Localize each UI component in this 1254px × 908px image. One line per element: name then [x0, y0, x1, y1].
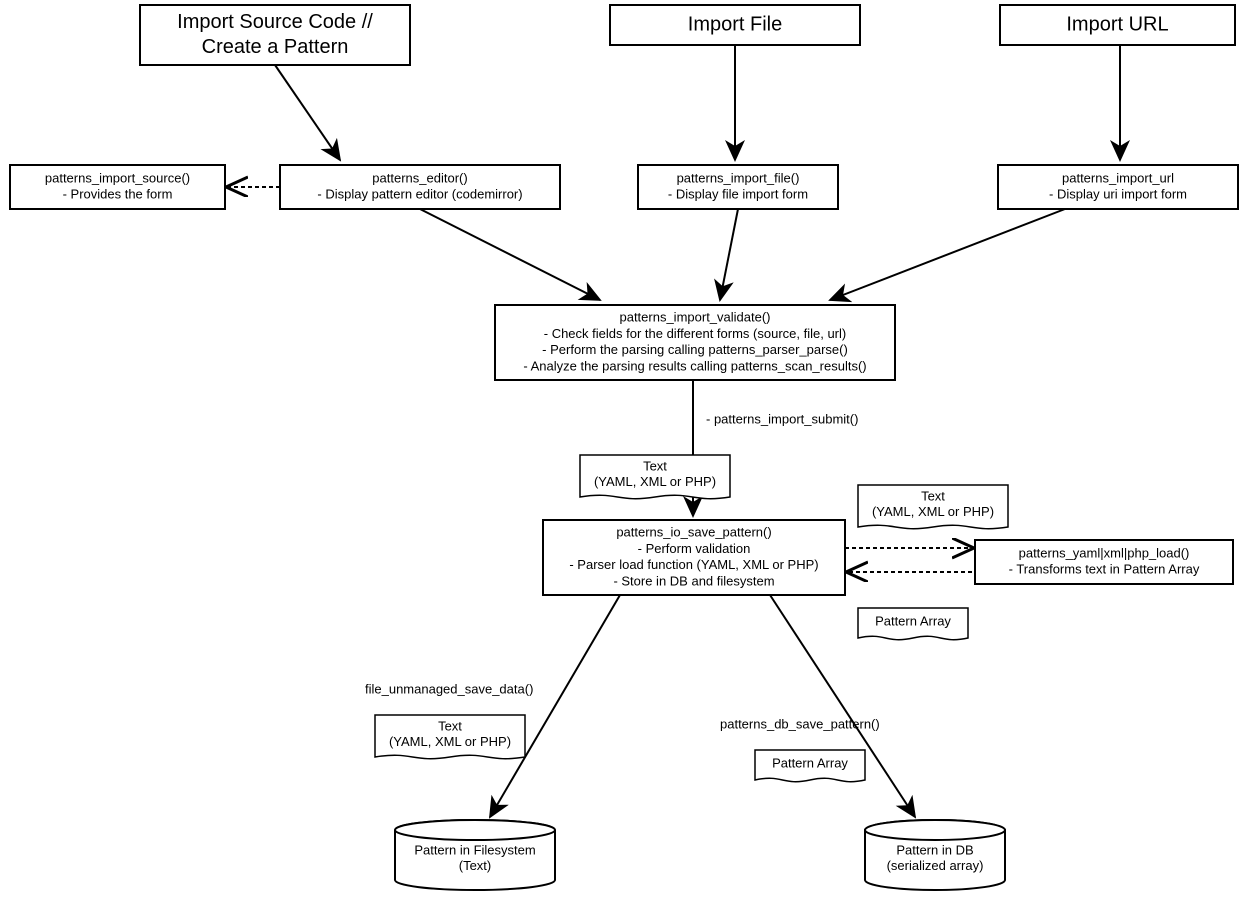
flow-edge [490, 595, 620, 817]
svg-text:Import File: Import File [688, 13, 782, 35]
edge-label: file_unmanaged_save_data() [365, 681, 533, 696]
node-n4: patterns_import_source() - Provides the f… [10, 165, 225, 209]
svg-text:(YAML, XML or PHP): (YAML, XML or PHP) [872, 504, 994, 519]
svg-text:patterns_import_file(): patterns_import_file() [677, 170, 800, 185]
node-n2: Import File [610, 5, 860, 45]
svg-text:- Transforms text in Pattern A: - Transforms text in Pattern Array [1009, 562, 1200, 577]
node-cyl1: Pattern in Filesystem(Text) [395, 820, 555, 890]
svg-text:Create a Pattern: Create a Pattern [202, 36, 349, 58]
svg-text:Text: Text [438, 719, 462, 734]
svg-text:patterns_import_url: patterns_import_url [1062, 170, 1174, 185]
svg-text:- Perform the parsing calling: - Perform the parsing calling patterns_p… [542, 342, 848, 357]
svg-text:- Parser load function (YAML,: - Parser load function (YAML, XML or PHP… [569, 557, 818, 572]
svg-text:Pattern Array: Pattern Array [875, 613, 951, 628]
svg-text:- Provides the form: - Provides the form [63, 187, 173, 202]
node-cyl2: Pattern in DB(serialized array) [865, 820, 1005, 890]
node-n5: patterns_editor() - Display pattern edito… [280, 165, 560, 209]
svg-text:- Display uri import form: - Display uri import form [1049, 187, 1187, 202]
flowchart-diagram: - patterns_import_submit() file_unmanaged… [0, 0, 1254, 908]
svg-text:patterns_io_save_pattern(): patterns_io_save_pattern() [616, 525, 771, 540]
svg-text:Pattern Array: Pattern Array [772, 755, 848, 770]
svg-text:(serialized array): (serialized array) [887, 858, 984, 873]
node-n1: Import Source Code // Create a Pattern [140, 5, 410, 65]
node-n3: Import URL [1000, 5, 1235, 45]
svg-text:Pattern in Filesystem: Pattern in Filesystem [414, 843, 535, 858]
svg-text:patterns_editor(): patterns_editor() [372, 170, 467, 185]
node-n7: patterns_import_url - Display uri import … [998, 165, 1238, 209]
svg-text:(YAML, XML or PHP): (YAML, XML or PHP) [389, 734, 511, 749]
svg-text:Import URL: Import URL [1066, 13, 1168, 35]
svg-text:Text: Text [643, 459, 667, 474]
edge-label: - patterns_import_submit() [706, 411, 858, 426]
svg-text:- Analyze the parsing results: - Analyze the parsing results calling pa… [523, 358, 866, 373]
flow-edge [720, 209, 738, 300]
svg-text:- Display file import form: - Display file import form [668, 187, 808, 202]
node-doc1: Text(YAML, XML or PHP) [580, 455, 730, 499]
svg-text:patterns_yaml|xml|php_load(): patterns_yaml|xml|php_load() [1019, 545, 1190, 560]
edge-label: patterns_db_save_pattern() [720, 716, 880, 731]
flow-edge [275, 65, 340, 160]
node-doc5: Pattern Array [755, 750, 865, 782]
flow-edge [830, 209, 1065, 300]
node-n6: patterns_import_file() - Display file imp… [638, 165, 838, 209]
flow-edge [420, 209, 600, 300]
node-doc4: Text(YAML, XML or PHP) [375, 715, 525, 759]
svg-text:- Check fields for the differe: - Check fields for the different forms (… [544, 326, 846, 341]
svg-text:patterns_import_source(): patterns_import_source() [45, 170, 190, 185]
node-n8: patterns_import_validate()- Check fields… [495, 305, 895, 380]
node-doc3: Pattern Array [858, 608, 968, 640]
svg-text:patterns_import_validate(): patterns_import_validate() [619, 310, 770, 325]
svg-text:Pattern in DB: Pattern in DB [896, 843, 973, 858]
node-n9: patterns_io_save_pattern()- Perform vali… [543, 520, 845, 595]
svg-text:Import Source Code //: Import Source Code // [177, 11, 373, 33]
svg-text:Text: Text [921, 489, 945, 504]
svg-text:(Text): (Text) [459, 858, 492, 873]
svg-text:(YAML, XML or PHP): (YAML, XML or PHP) [594, 474, 716, 489]
svg-text:- Store in DB and filesystem: - Store in DB and filesystem [613, 573, 774, 588]
node-doc2: Text(YAML, XML or PHP) [858, 485, 1008, 529]
svg-text:- Perform validation: - Perform validation [638, 541, 751, 556]
svg-text:- Display pattern editor (code: - Display pattern editor (codemirror) [317, 187, 522, 202]
node-n10: patterns_yaml|xml|php_load() - Transforms… [975, 540, 1233, 584]
